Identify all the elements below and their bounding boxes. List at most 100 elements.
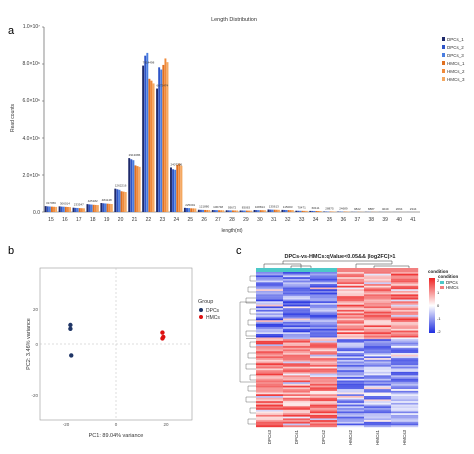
bar-DPCs_1-21 xyxy=(128,158,131,212)
heatmap-cell xyxy=(310,327,338,330)
heatmap-cell xyxy=(391,356,419,359)
heatmap-cell xyxy=(364,320,392,323)
bar-data-label: 2407306 xyxy=(170,162,182,166)
bar-DPCs_3-22 xyxy=(146,52,149,213)
heatmap-cell xyxy=(391,358,419,361)
heatmap-cell xyxy=(337,371,365,374)
heatmap-cell xyxy=(283,354,311,357)
bar-DPCs_3-20 xyxy=(118,189,121,212)
heatmap-cell xyxy=(337,406,365,409)
heatmap-cell xyxy=(337,297,365,300)
heatmap-cell xyxy=(364,373,392,376)
heatmap-cell xyxy=(283,309,311,312)
bar-HMCs_2-26 xyxy=(206,210,209,212)
heatmap-cell xyxy=(391,320,419,323)
bar-DPCs_2-28 xyxy=(227,210,230,212)
bar-data-label: 28875 xyxy=(325,206,334,210)
bar-data-label: 306014 xyxy=(60,201,70,205)
pca-point-HMCs xyxy=(160,336,165,341)
heatmap-cell xyxy=(337,306,365,309)
bar-data-label: 83063 xyxy=(242,205,251,209)
bar-data-label: 121880 xyxy=(199,205,209,209)
heatmap-cell xyxy=(310,359,338,362)
heatmap-cell xyxy=(364,418,392,421)
heatmap-cell xyxy=(283,308,311,311)
heatmap-cell xyxy=(364,290,392,293)
heatmap-cell xyxy=(256,411,284,414)
bar-HMCs_3-24 xyxy=(180,165,183,212)
heatmap-column-label: HMCs2 xyxy=(348,430,353,445)
heatmap-cell xyxy=(256,296,284,299)
heatmap-cell xyxy=(391,352,419,355)
heatmap-cell xyxy=(337,320,365,323)
bar-data-label: 484148 xyxy=(102,198,112,202)
heatmap-cell xyxy=(283,301,311,304)
heatmap-cell xyxy=(283,289,311,292)
x-tick-label: 28 xyxy=(229,217,235,223)
heatmap-legend: condition condition DPCs HMCs 2 1 0 -1 -… xyxy=(428,269,459,334)
bar-HMCs_3-32 xyxy=(291,210,294,212)
heatmap-cell xyxy=(337,404,365,407)
heatmap-cell xyxy=(337,292,365,295)
bar-HMCs_2-16 xyxy=(66,206,69,212)
bar-DPCs_1-20 xyxy=(114,188,117,212)
heatmap-color-scale xyxy=(429,278,435,333)
bar-DPCs_3-34 xyxy=(313,210,316,212)
bar-DPCs_3-18 xyxy=(90,204,93,212)
panel-label-a: a xyxy=(8,25,15,37)
heatmap-cell xyxy=(364,423,392,426)
heatmap-cell xyxy=(337,373,365,376)
bar-HMCs_1-33 xyxy=(301,210,304,212)
heatmap-cell xyxy=(364,306,392,309)
heatmap-cell xyxy=(364,313,392,316)
heatmap-cell xyxy=(310,401,338,404)
heatmap-cell xyxy=(391,273,419,276)
heatmap-cell xyxy=(283,311,311,314)
heatmap-cell xyxy=(391,303,419,305)
heatmap-cell xyxy=(364,385,392,388)
heatmap-cell xyxy=(256,352,284,355)
bar-DPCs_2-24 xyxy=(172,169,175,212)
x-tick-label: 29 xyxy=(243,217,249,223)
bar-DPCs_3-21 xyxy=(132,160,135,212)
heatmap-cell xyxy=(256,408,284,410)
heatmap-cell xyxy=(283,282,311,285)
heatmap-cell xyxy=(391,414,419,417)
heatmap-cell xyxy=(337,287,365,290)
heatmap-cell xyxy=(337,340,365,343)
heatmap-cell xyxy=(283,409,311,412)
heatmap-cell xyxy=(310,339,338,342)
heatmap-cell xyxy=(337,289,365,292)
bar-DPCs_2-30 xyxy=(255,210,258,212)
heatmap-cell xyxy=(283,342,311,345)
bar-HMCs_1-22 xyxy=(148,78,151,212)
heatmap-cell xyxy=(283,337,311,340)
heatmap-cell xyxy=(256,378,284,381)
heatmap-cell xyxy=(337,278,365,281)
bar-DPCs_1-16 xyxy=(58,206,61,212)
bar-HMCs_2-17 xyxy=(80,208,83,212)
heatmap-cell xyxy=(283,284,311,286)
heatmap-cell xyxy=(310,361,338,364)
heatmap-cell xyxy=(256,385,284,388)
bar-data-label: 106748 xyxy=(213,205,223,209)
heatmap-cell xyxy=(283,363,311,366)
heatmap-cell xyxy=(310,420,338,423)
heatmap-cell xyxy=(310,287,338,290)
heatmap-cell xyxy=(310,296,338,299)
heatmap-cell xyxy=(310,377,338,379)
pca-point-DPCs xyxy=(68,326,73,331)
heatmap-cell xyxy=(337,396,365,398)
heatmap-cell xyxy=(283,275,311,278)
heatmap-cell xyxy=(283,304,311,307)
heatmap-cell xyxy=(337,332,365,335)
heatmap-cell xyxy=(256,382,284,385)
heatmap-cell xyxy=(256,294,284,297)
heatmap-cell xyxy=(310,418,338,421)
heatmap-cell xyxy=(337,414,365,417)
heatmap-cell xyxy=(256,272,284,274)
heatmap-cell xyxy=(391,416,419,419)
heatmap-condition-bar xyxy=(256,268,419,272)
heatmap-cell xyxy=(337,416,365,419)
heatmap-cell xyxy=(391,359,419,362)
